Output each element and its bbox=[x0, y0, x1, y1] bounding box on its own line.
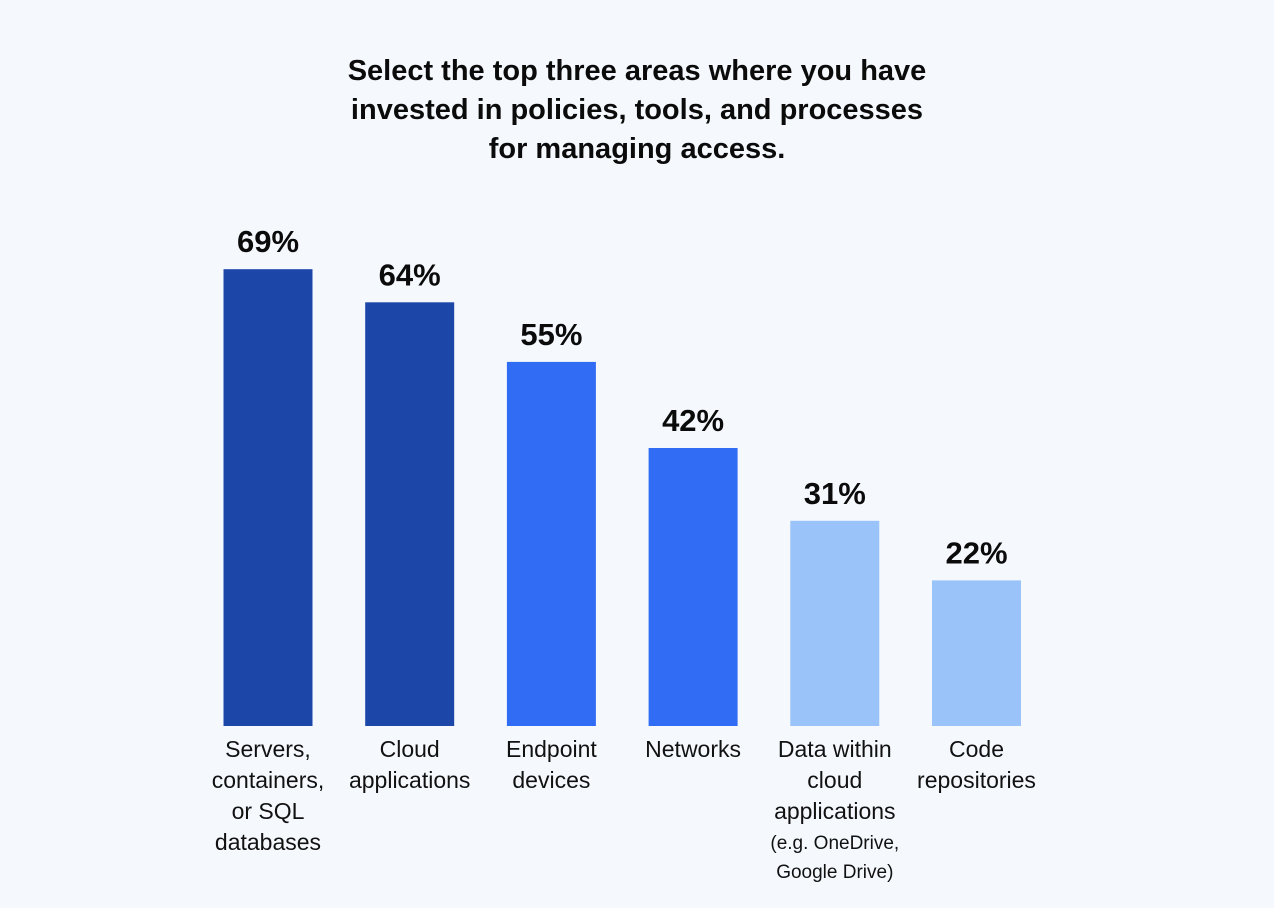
category-note-line: (e.g. OneDrive, bbox=[770, 833, 900, 854]
category-note-line: Google Drive) bbox=[776, 862, 894, 883]
bar-2 bbox=[365, 302, 455, 726]
category-label-line: applications bbox=[348, 767, 471, 793]
bar-1 bbox=[223, 269, 313, 726]
category-label-line: applications bbox=[774, 798, 896, 824]
category-label-line: Servers, bbox=[225, 736, 311, 762]
category-label-1: Servers, containers, or SQL databases bbox=[183, 734, 353, 858]
value-label-1: 69% bbox=[237, 224, 299, 259]
value-label-5: 31% bbox=[804, 476, 866, 511]
value-label-4: 42% bbox=[662, 403, 724, 438]
chart-title-line-3: for managing access. bbox=[488, 133, 786, 165]
chart-title-line-1: Select the top three areas where you hav… bbox=[347, 55, 927, 87]
category-label-2: Cloud applications bbox=[325, 734, 495, 796]
value-label-6: 22% bbox=[945, 535, 1007, 570]
category-label-3: Endpoint devices bbox=[466, 734, 636, 796]
value-label-2: 64% bbox=[379, 257, 441, 292]
category-label-line: Data within bbox=[777, 736, 892, 762]
category-label-line: Networks bbox=[645, 736, 742, 762]
bar-4 bbox=[648, 448, 738, 726]
category-label-line: cloud bbox=[807, 767, 863, 793]
category-label-4: Networks bbox=[608, 734, 778, 765]
category-label-line: or SQL bbox=[231, 798, 305, 824]
category-label-line: devices bbox=[512, 767, 591, 793]
category-label-5: Data within cloud applications (e.g. OneDri… bbox=[750, 734, 920, 885]
bar-3 bbox=[506, 361, 596, 726]
chart-title: Select the top three areas where you hav… bbox=[237, 52, 1037, 169]
bar-6 bbox=[932, 580, 1021, 726]
category-label-6: Code repositories bbox=[892, 734, 1062, 796]
category-label-line: Code bbox=[949, 736, 1004, 762]
category-label-line: databases bbox=[214, 829, 322, 855]
bar-5 bbox=[790, 520, 880, 726]
category-label-line: repositories bbox=[917, 767, 1036, 793]
value-label-3: 55% bbox=[520, 317, 582, 352]
category-label-line: Cloud bbox=[379, 736, 440, 762]
category-label-line: containers, bbox=[211, 767, 325, 793]
category-label-line: Endpoint bbox=[505, 736, 597, 762]
chart-title-line-2: invested in policies, tools, and process… bbox=[350, 94, 924, 126]
